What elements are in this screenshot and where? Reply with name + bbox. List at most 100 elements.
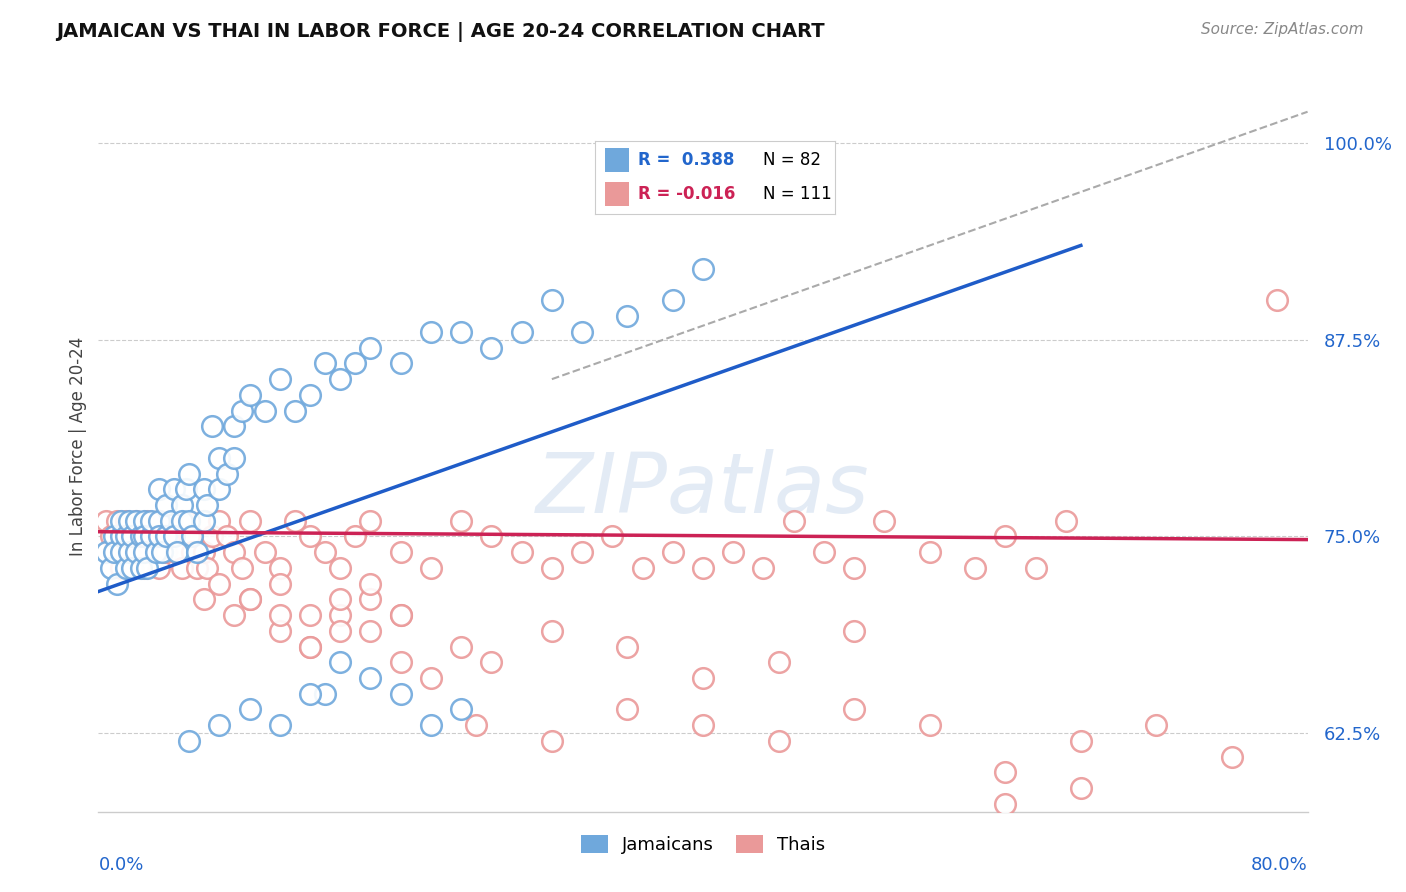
Point [1144, 718, 1167, 732]
Point [155, 529, 177, 543]
Point [193, 514, 215, 528]
Point [253, 403, 276, 417]
Point [692, 561, 714, 575]
Point [994, 529, 1017, 543]
Text: 80.0%: 80.0% [1251, 855, 1308, 873]
Point [481, 341, 503, 355]
Text: ZIPatlas: ZIPatlas [536, 450, 870, 531]
Point [269, 372, 291, 386]
Point [129, 529, 152, 543]
Point [118, 545, 141, 559]
Point [201, 419, 224, 434]
Point [360, 514, 382, 528]
Point [132, 545, 155, 559]
Point [239, 592, 262, 607]
Point [813, 545, 835, 559]
Point [121, 561, 143, 575]
Point [918, 718, 941, 732]
Point [631, 561, 654, 575]
Point [193, 545, 215, 559]
Point [100, 561, 122, 575]
Point [481, 655, 503, 669]
Point [110, 545, 132, 559]
Point [181, 529, 204, 543]
Point [314, 687, 336, 701]
Point [118, 514, 141, 528]
Point [193, 514, 215, 528]
Point [269, 718, 291, 732]
Point [1070, 781, 1092, 796]
Point [132, 545, 155, 559]
Point [299, 608, 322, 623]
Point [186, 545, 208, 559]
Point [110, 514, 132, 528]
Point [510, 545, 533, 559]
Text: R = -0.016: R = -0.016 [638, 186, 735, 203]
Point [145, 545, 167, 559]
Point [965, 561, 987, 575]
Point [231, 561, 253, 575]
Point [208, 482, 231, 496]
Point [844, 702, 866, 716]
Point [269, 576, 291, 591]
Point [179, 734, 201, 748]
Point [195, 498, 218, 512]
Point [208, 718, 231, 732]
Point [195, 561, 218, 575]
Point [201, 529, 224, 543]
Point [450, 702, 472, 716]
Point [135, 514, 157, 528]
Point [360, 624, 382, 638]
Point [692, 262, 714, 277]
Point [540, 561, 562, 575]
Point [132, 561, 155, 575]
Point [231, 403, 253, 417]
Y-axis label: In Labor Force | Age 20-24: In Labor Force | Age 20-24 [69, 336, 87, 556]
Point [299, 640, 322, 654]
Point [224, 545, 246, 559]
Point [752, 561, 775, 575]
Point [329, 561, 352, 575]
Point [284, 514, 307, 528]
Point [510, 325, 533, 339]
Point [110, 561, 132, 575]
Bar [605, 148, 628, 171]
Point [170, 498, 193, 512]
Text: N = 111: N = 111 [763, 186, 832, 203]
Text: JAMAICAN VS THAI IN LABOR FORCE | AGE 20-24 CORRELATION CHART: JAMAICAN VS THAI IN LABOR FORCE | AGE 20… [56, 22, 825, 42]
Point [284, 403, 307, 417]
Point [540, 293, 562, 308]
Point [571, 545, 593, 559]
Point [360, 671, 382, 685]
Point [135, 561, 157, 575]
Point [125, 514, 148, 528]
Point [783, 514, 806, 528]
Point [389, 545, 412, 559]
Point [129, 529, 152, 543]
Point [329, 592, 352, 607]
Point [148, 561, 170, 575]
Point [1070, 734, 1092, 748]
Point [616, 310, 638, 324]
Point [110, 529, 132, 543]
Point [389, 608, 412, 623]
Point [208, 450, 231, 465]
Point [103, 545, 125, 559]
Point [314, 545, 336, 559]
Point [193, 592, 215, 607]
Point [163, 482, 186, 496]
Point [114, 529, 136, 543]
Point [420, 671, 443, 685]
Point [360, 576, 382, 591]
Point [768, 655, 790, 669]
Point [571, 325, 593, 339]
Point [269, 608, 291, 623]
Point [420, 325, 443, 339]
Point [193, 482, 215, 496]
Point [873, 514, 896, 528]
Point [239, 514, 262, 528]
Point [269, 561, 291, 575]
Point [150, 529, 173, 543]
Point [389, 356, 412, 370]
Point [215, 529, 238, 543]
